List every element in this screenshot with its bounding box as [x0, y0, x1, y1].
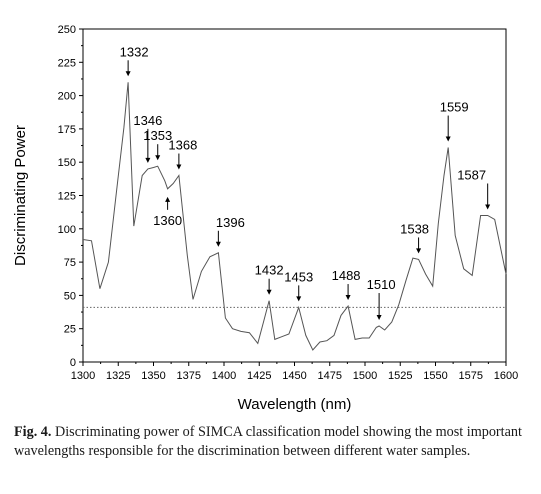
x-tick-label: 1325 — [106, 370, 130, 382]
peak-annotation: 1510 — [367, 277, 396, 321]
x-tick-label: 1425 — [247, 370, 271, 382]
y-tick-label: 225 — [58, 57, 76, 69]
x-tick-label: 1450 — [282, 370, 306, 382]
y-tick-label: 50 — [64, 290, 76, 302]
annotation-arrow-head — [485, 204, 491, 210]
x-tick-label: 1350 — [141, 370, 165, 382]
peak-annotation: 1346 — [133, 113, 162, 163]
x-tick-label: 1400 — [212, 370, 236, 382]
annotation-arrow-head — [445, 136, 451, 142]
peak-annotation: 1559 — [440, 100, 469, 142]
y-tick-label: 150 — [58, 157, 76, 169]
peak-annotation: 1353 — [143, 128, 172, 161]
peak-annotation: 1453 — [284, 269, 313, 302]
annotation-arrow-head — [266, 289, 272, 295]
x-tick-label: 1300 — [71, 370, 95, 382]
annotation-arrow-head — [416, 248, 422, 254]
annotation-arrow-head — [215, 241, 221, 247]
x-tick-label: 1550 — [423, 370, 447, 382]
peak-annotation: 1360 — [153, 196, 182, 228]
plot-frame — [82, 28, 507, 363]
peak-label: 1432 — [255, 263, 284, 278]
peak-label: 1488 — [332, 268, 361, 283]
caption-text: Discriminating power of SIMCA classifica… — [14, 424, 522, 459]
x-axis-title: Wavelength (nm) — [238, 396, 352, 413]
x-tick-label: 1600 — [494, 370, 518, 382]
peak-label: 1332 — [120, 44, 149, 59]
peak-annotation: 1332 — [120, 44, 149, 77]
y-tick-label: 25 — [64, 324, 76, 336]
peak-annotation: 1587 — [457, 167, 491, 210]
peak-label: 1538 — [400, 221, 429, 236]
y-tick-label: 125 — [58, 191, 76, 203]
annotation-arrow-head — [296, 296, 302, 302]
y-tick-label: 75 — [64, 257, 76, 269]
peak-label: 1396 — [216, 215, 245, 230]
peak-label: 1353 — [143, 128, 172, 143]
x-tick-label: 1375 — [177, 370, 201, 382]
y-tick-label: 250 — [58, 24, 76, 36]
peak-label: 1360 — [153, 213, 182, 228]
peak-annotation: 1396 — [215, 215, 245, 247]
y-tick-label: 0 — [70, 357, 76, 369]
annotation-arrow-head — [145, 157, 151, 163]
peak-annotation: 1488 — [332, 268, 361, 301]
series-line — [82, 82, 507, 351]
peak-annotation: 1368 — [168, 138, 197, 170]
annotation-arrow-head — [165, 196, 171, 202]
x-tick-label: 1575 — [459, 370, 483, 382]
ticks: 1300 1325 1350 1375 1400 1425 1450 1475 1500 1525… — [58, 24, 519, 382]
y-tick-label: 200 — [58, 91, 76, 103]
y-tick-label: 175 — [58, 124, 76, 136]
caption-prefix: Fig. 4. — [14, 424, 52, 440]
peak-label: 1346 — [133, 113, 162, 128]
peak-label: 1559 — [440, 100, 469, 115]
x-tick-label: 1475 — [318, 370, 342, 382]
x-tick-label: 1500 — [353, 370, 377, 382]
axes — [82, 28, 507, 363]
y-axis-title: Discriminating Power — [12, 125, 29, 266]
annotation-arrow-head — [155, 155, 161, 161]
peak-label: 1510 — [367, 277, 396, 292]
peak-label: 1587 — [457, 167, 486, 182]
annotation-arrow-head — [125, 71, 131, 77]
peak-annotation: 1538 — [400, 221, 429, 254]
annotation-arrow-head — [176, 164, 182, 170]
peak-annotation: 1432 — [255, 263, 284, 295]
peak-label: 1368 — [168, 138, 197, 153]
peak-label: 1453 — [284, 269, 313, 284]
chart: 1300 1325 1350 1375 1400 1425 1450 1475 1500 1525… — [12, 24, 519, 413]
y-tick-label: 100 — [58, 224, 76, 236]
figure-caption: Fig. 4. Discriminating power of SIMCA cl… — [14, 423, 529, 461]
annotation-arrow-head — [345, 295, 351, 301]
x-tick-label: 1525 — [388, 370, 412, 382]
annotation-arrow-head — [376, 315, 382, 321]
